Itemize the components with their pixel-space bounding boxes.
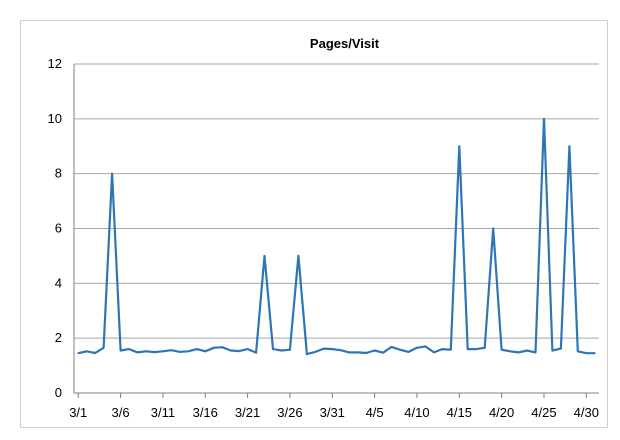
data-point [559,347,562,350]
series-line [77,117,595,356]
series-layer [77,117,596,356]
data-point [255,351,257,354]
data-point [212,346,215,349]
data-point [576,350,579,353]
data-point [475,348,478,351]
y-axis-ticks: 0 2 4 6 8 10 12 [48,56,62,400]
axes [73,64,599,394]
data-point [568,145,571,148]
data-point [458,145,461,148]
data-point [187,350,190,353]
data-point [128,348,130,351]
x-tick-label: 4/5 [366,405,384,420]
data-point [551,349,554,352]
data-point [289,348,291,351]
data-point [272,348,274,351]
data-point [102,346,105,349]
x-tick-label: 4/15 [447,405,472,420]
data-point [238,350,241,352]
data-point [517,351,520,354]
data-point [399,348,401,351]
data-point [509,350,511,353]
y-tick-label: 6 [55,221,62,236]
data-point [382,351,384,354]
data-point [585,352,588,355]
data-point [94,352,97,354]
x-tick-label: 4/30 [574,405,599,420]
y-tick-label: 0 [55,385,62,400]
data-point [331,348,334,351]
data-point [85,350,88,353]
data-point [441,348,444,351]
data-point [77,352,80,355]
data-point [432,351,435,354]
x-tick-label: 3/6 [112,405,130,420]
data-point [348,351,351,354]
y-tick-label: 10 [48,111,62,126]
x-tick-label: 4/10 [404,405,429,420]
data-point [373,349,376,352]
chart-frame: Pages/Visit 0 2 4 6 8 10 12 3/1 3/6 3/11 3/16 3/21… [20,20,608,428]
data-point [322,347,325,350]
data-point [543,117,545,120]
data-point [365,352,368,354]
data-point [221,346,224,349]
y-tick-label: 2 [55,330,62,345]
x-tick-label: 3/26 [277,405,302,420]
data-point [263,255,266,257]
data-point [339,349,342,352]
data-point [246,348,249,351]
data-point [449,348,452,351]
chart-title: Pages/Visit [310,36,380,51]
data-point [229,349,232,352]
x-tick-label: 4/20 [489,405,514,420]
line-chart: Pages/Visit 0 2 4 6 8 10 12 3/1 3/6 3/11 3/16 3/21… [48,36,599,420]
y-tick-label: 4 [55,275,62,290]
data-point [390,346,393,348]
data-point [305,353,308,355]
x-tick-label: 4/25 [531,405,556,420]
data-point [466,348,469,351]
data-point [170,349,173,352]
data-point [407,350,410,353]
data-point [145,350,147,353]
data-point [204,350,207,353]
data-point [492,227,495,230]
data-point [314,350,317,353]
data-point [500,348,503,351]
data-point [483,346,486,349]
x-tick-label: 3/1 [69,405,87,420]
x-axis-ticks: 3/1 3/6 3/11 3/16 3/21 3/26 3/31 4/5 4/10 4/15 4/2… [69,393,599,420]
gridlines [74,63,599,339]
data-point [593,352,596,355]
data-point [534,351,537,354]
x-tick-label: 3/11 [151,405,175,420]
data-point [416,346,418,349]
data-point [195,348,198,351]
y-tick-label: 8 [55,166,62,181]
data-point [297,255,300,257]
data-point [424,345,427,348]
data-point [178,350,181,353]
y-tick-label: 12 [48,56,62,71]
data-point [526,349,528,352]
data-point [119,349,122,352]
x-tick-label: 3/21 [235,405,260,420]
data-point [356,351,359,354]
x-tick-label: 3/16 [193,405,218,420]
data-point [111,172,114,175]
x-tick-label: 3/31 [320,405,345,420]
data-point [280,349,283,352]
data-point [162,350,164,353]
data-point [136,351,139,354]
data-point [153,351,156,354]
